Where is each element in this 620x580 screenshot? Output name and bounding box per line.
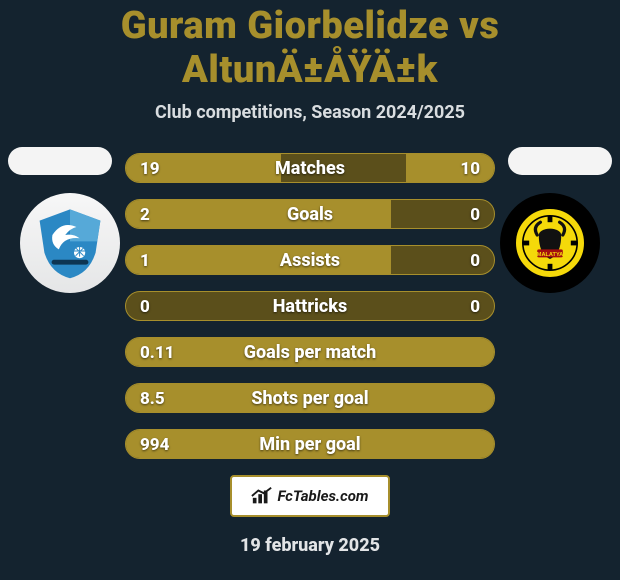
stat-row: 8.5Shots per goal xyxy=(125,383,495,413)
brand-box: FcTables.com xyxy=(230,475,390,517)
brand-chart-icon xyxy=(251,486,273,506)
stat-row: 1Assists0 xyxy=(125,245,495,275)
crest-right-icon: MALATYA xyxy=(510,203,590,283)
stat-label: Min per goal xyxy=(126,430,494,459)
stat-label: Goals per match xyxy=(126,338,494,367)
crest-left-icon xyxy=(30,203,110,283)
stat-value-right: 10 xyxy=(460,154,480,183)
brand-text: FcTables.com xyxy=(277,487,368,505)
name-pill-left xyxy=(8,147,112,175)
team-badge-right: MALATYA xyxy=(500,193,600,293)
page-subtitle: Club competitions, Season 2024/2025 xyxy=(0,102,620,123)
page-title: Guram Giorbelidze vs AltunÄ±ÅŸÄ±k xyxy=(0,0,620,92)
stat-value-right: 0 xyxy=(470,246,480,275)
date-label: 19 february 2025 xyxy=(0,535,620,556)
stat-rows: 19Matches102Goals01Assists00Hattricks00.… xyxy=(125,153,495,459)
stat-label: Matches xyxy=(126,154,494,183)
stat-row: 994Min per goal xyxy=(125,429,495,459)
stat-label: Hattricks xyxy=(126,292,494,321)
svg-text:MALATYA: MALATYA xyxy=(537,252,563,258)
name-pill-right xyxy=(508,147,612,175)
stat-label: Assists xyxy=(126,246,494,275)
stat-row: 2Goals0 xyxy=(125,199,495,229)
team-badge-left xyxy=(20,193,120,293)
stat-value-right: 0 xyxy=(470,200,480,229)
stat-row: 0Hattricks0 xyxy=(125,291,495,321)
stat-row: 0.11Goals per match xyxy=(125,337,495,367)
stat-label: Shots per goal xyxy=(126,384,494,413)
stat-row: 19Matches10 xyxy=(125,153,495,183)
stat-label: Goals xyxy=(126,200,494,229)
comparison-panel: MALATYA 19Matches102Goals01Assists00Hatt… xyxy=(0,153,620,459)
stat-value-right: 0 xyxy=(470,292,480,321)
